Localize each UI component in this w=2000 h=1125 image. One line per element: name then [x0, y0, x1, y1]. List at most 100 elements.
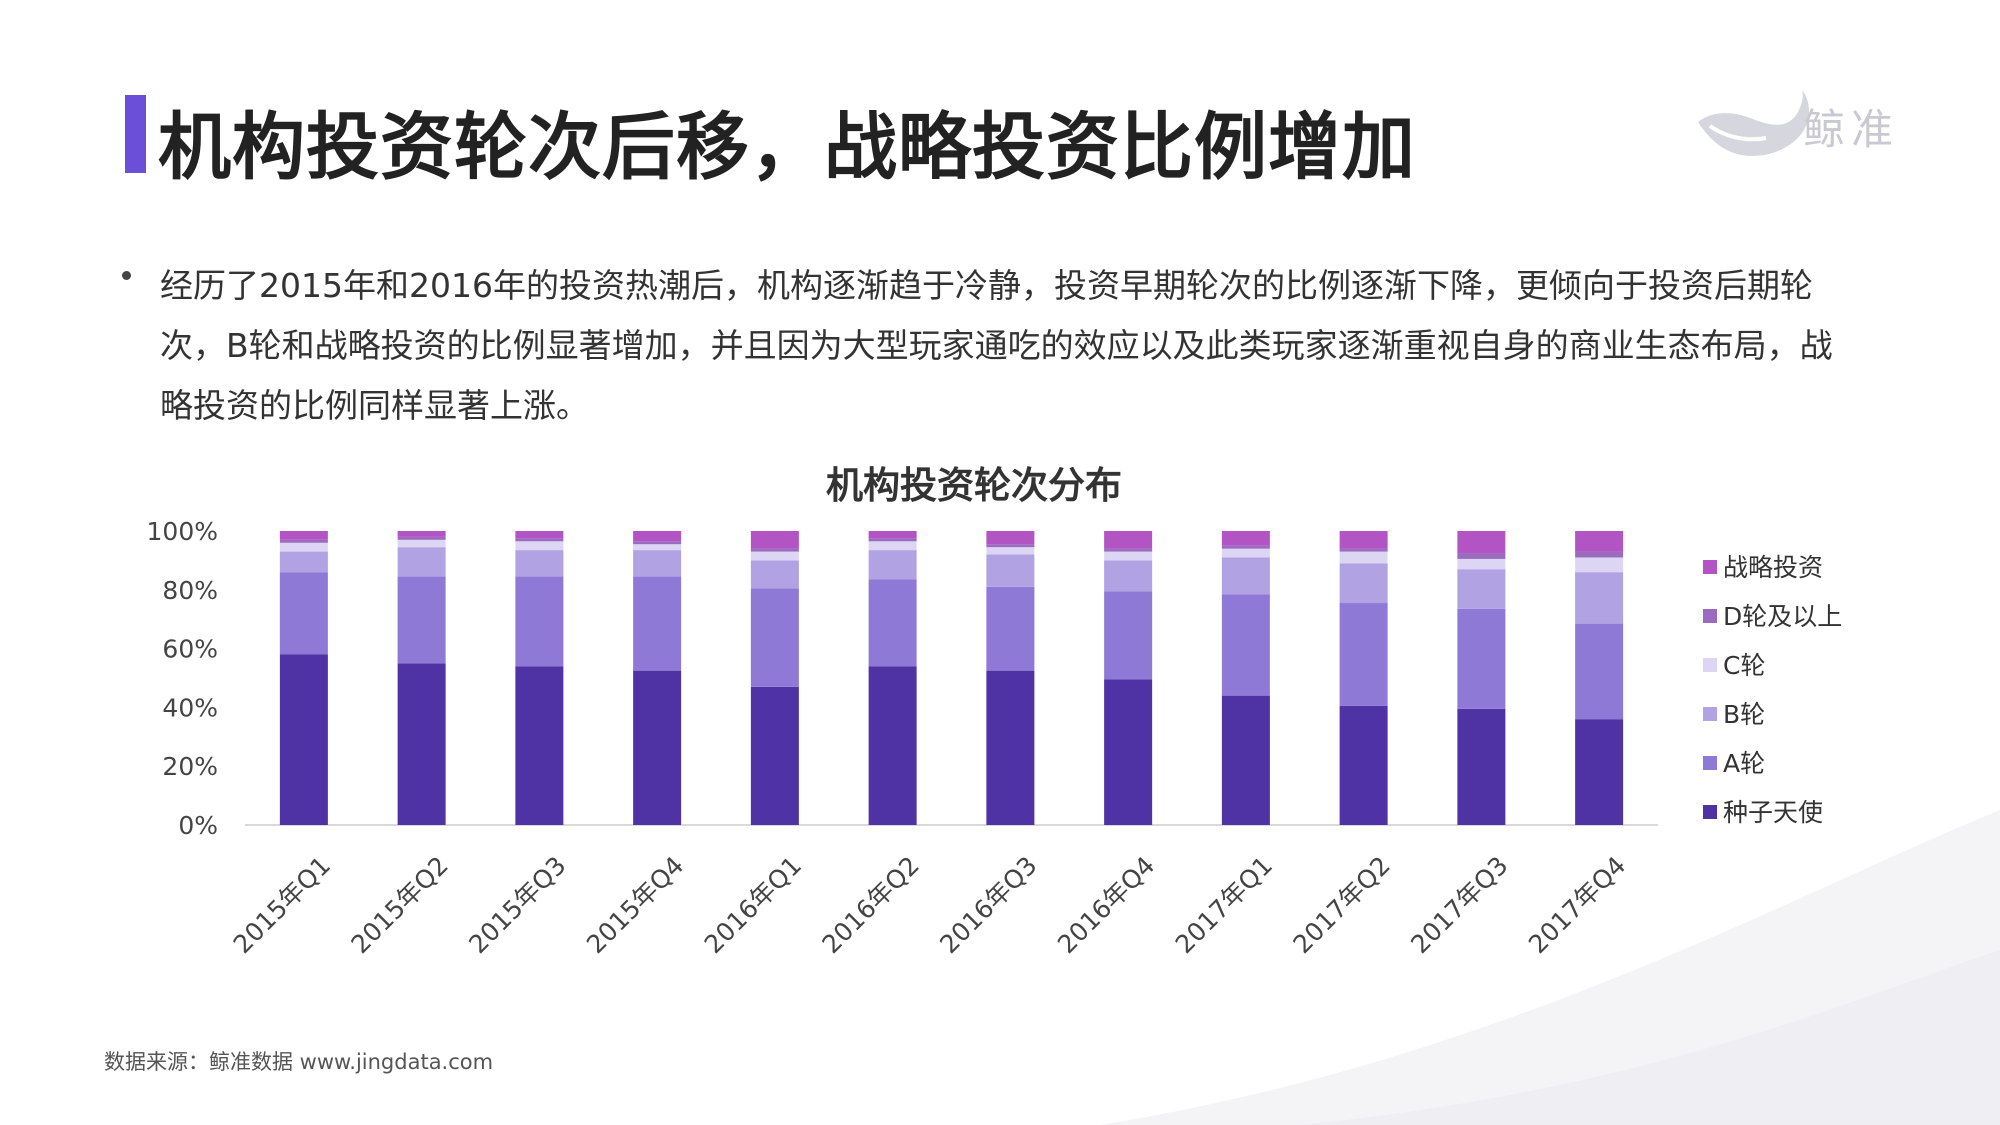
- bar-segment: [397, 539, 446, 548]
- bar-segment: [397, 663, 446, 825]
- legend-label: 种子天使: [1723, 798, 1823, 827]
- bar-segment: [986, 670, 1035, 825]
- legend-label: B轮: [1723, 700, 1765, 729]
- bar-segment: [750, 531, 799, 549]
- data-source: 数据来源：鲸准数据 www.jingdata.com: [104, 1050, 494, 1074]
- bar-segment: [1575, 719, 1624, 825]
- legend-swatch: [1703, 658, 1717, 672]
- page-title: 机构投资轮次后移，战略投资比例增加: [158, 105, 1416, 190]
- bar-segment: [279, 542, 328, 552]
- bar-segment: [1104, 591, 1153, 680]
- bar-segment: [1457, 531, 1506, 554]
- bar-segment: [397, 531, 446, 537]
- bar-segment: [1339, 551, 1388, 564]
- bar-segment: [279, 551, 328, 573]
- bar-segment: [633, 531, 682, 542]
- bar-segment: [1457, 708, 1506, 825]
- whale-logo-icon: [1698, 90, 1810, 156]
- bar-segment: [279, 654, 328, 825]
- bar-segment: [1339, 531, 1388, 549]
- x-tick-label: 2015年Q2: [346, 851, 454, 959]
- bar-segment: [1457, 558, 1506, 570]
- x-tick-label: 2016年Q3: [934, 851, 1042, 959]
- bar-segment: [397, 547, 446, 577]
- summary-paragraph: 经历了2015年和2016年的投资热潮后，机构逐渐趋于冷静，投资早期轮次的比例逐…: [160, 266, 1833, 425]
- x-tick-label: 2015年Q1: [228, 851, 336, 959]
- bar-segment: [1104, 548, 1153, 552]
- bar-segment: [1339, 548, 1388, 552]
- bar-segment: [986, 531, 1035, 545]
- bar-segment: [633, 550, 682, 577]
- bar-segment: [515, 666, 564, 825]
- bar-segment: [1221, 548, 1270, 558]
- y-tick-label: 20%: [162, 752, 218, 781]
- bar-segment: [868, 579, 917, 667]
- title-accent-bar: [125, 95, 146, 173]
- bar-segment: [750, 588, 799, 687]
- bar-segment: [1457, 553, 1506, 559]
- bar-segment: [1575, 531, 1624, 552]
- bar-segment: [750, 686, 799, 825]
- bar-segment: [1575, 623, 1624, 720]
- bar-segment: [633, 576, 682, 671]
- bar-segment: [397, 576, 446, 664]
- x-tick-label: 2016年Q2: [817, 851, 925, 959]
- bar-segment: [1221, 594, 1270, 696]
- bar-segment: [1575, 557, 1624, 573]
- legend-label: D轮及以上: [1723, 602, 1842, 631]
- bar-segment: [279, 539, 328, 543]
- bar-segment: [986, 544, 1035, 548]
- legend-label: C轮: [1723, 651, 1765, 680]
- legend-swatch: [1703, 707, 1717, 721]
- bullet-dot: [122, 271, 131, 280]
- x-tick-label: 2016年Q1: [699, 851, 807, 959]
- bar-segment: [1221, 695, 1270, 825]
- legend-swatch: [1703, 560, 1717, 574]
- bar-segment: [279, 572, 328, 655]
- legend-label: 战略投资: [1723, 553, 1823, 582]
- bar-segment: [515, 576, 564, 667]
- bar-segment: [515, 531, 564, 539]
- bar-segment: [868, 666, 917, 825]
- y-tick-label: 80%: [162, 576, 218, 605]
- bar-segment: [515, 541, 564, 551]
- legend-swatch: [1703, 609, 1717, 623]
- bar-segment: [1575, 572, 1624, 624]
- bar-segment: [1104, 560, 1153, 592]
- y-tick-label: 60%: [162, 635, 218, 664]
- legend-swatch: [1703, 756, 1717, 770]
- bar-segment: [633, 541, 682, 545]
- x-tick-label: 2017年Q1: [1170, 851, 1278, 959]
- bar-segment: [1104, 551, 1153, 561]
- bar-segment: [1221, 545, 1270, 549]
- bar-segment: [633, 670, 682, 825]
- bar-segment: [1104, 679, 1153, 825]
- x-tick-label: 2017年Q3: [1405, 851, 1513, 959]
- bar-segment: [986, 547, 1035, 555]
- bar-segment: [633, 544, 682, 551]
- bar-segment: [1339, 563, 1388, 604]
- bar-segment: [868, 531, 917, 539]
- bar-segment: [868, 541, 917, 551]
- bar-segment: [868, 550, 917, 580]
- bar-segment: [868, 538, 917, 542]
- bar-segment: [1575, 551, 1624, 558]
- legend-swatch: [1703, 805, 1717, 819]
- bar-segment: [1457, 608, 1506, 709]
- x-tick-label: 2017年Q2: [1288, 851, 1396, 959]
- bar-segment: [1104, 531, 1153, 549]
- bar-segment: [750, 548, 799, 552]
- bar-segment: [279, 531, 328, 540]
- bar-segment: [1339, 705, 1388, 825]
- bar-segment: [750, 560, 799, 589]
- x-tick-label: 2015年Q4: [581, 851, 689, 959]
- logo-text: 鲸准: [1803, 105, 1900, 154]
- bar-segment: [986, 586, 1035, 671]
- y-tick-label: 0%: [178, 811, 218, 840]
- bar-segment: [986, 554, 1035, 587]
- bar-segment: [397, 536, 446, 540]
- bar-segment: [1457, 569, 1506, 609]
- y-tick-label: 100%: [147, 517, 218, 546]
- legend-label: A轮: [1723, 749, 1765, 778]
